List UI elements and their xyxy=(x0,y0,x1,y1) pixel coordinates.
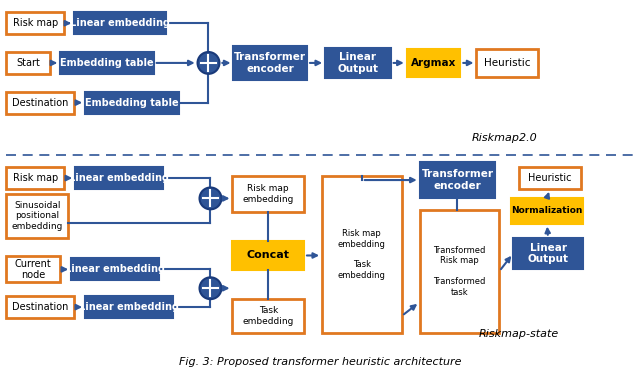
Text: Risk map: Risk map xyxy=(13,18,58,28)
Circle shape xyxy=(200,277,221,299)
Text: Destination: Destination xyxy=(12,98,68,108)
FancyBboxPatch shape xyxy=(234,46,307,80)
Text: Linear
Output: Linear Output xyxy=(337,52,378,74)
FancyBboxPatch shape xyxy=(513,238,583,269)
FancyBboxPatch shape xyxy=(75,167,163,189)
Text: Heuristic: Heuristic xyxy=(528,173,572,183)
Text: Transformer
encoder: Transformer encoder xyxy=(421,169,493,191)
FancyBboxPatch shape xyxy=(71,258,159,280)
Text: Risk map: Risk map xyxy=(13,173,58,183)
Text: Linear embedding: Linear embedding xyxy=(79,302,179,312)
FancyBboxPatch shape xyxy=(6,12,64,34)
Circle shape xyxy=(200,188,221,209)
Text: Linear
Output: Linear Output xyxy=(527,243,568,264)
FancyBboxPatch shape xyxy=(325,48,390,78)
Text: Concat: Concat xyxy=(247,251,290,260)
FancyBboxPatch shape xyxy=(74,12,166,34)
Circle shape xyxy=(198,52,220,74)
Text: Embedding table: Embedding table xyxy=(60,58,154,68)
Text: Heuristic: Heuristic xyxy=(484,58,531,68)
Text: Linear embedding: Linear embedding xyxy=(69,173,169,183)
FancyBboxPatch shape xyxy=(60,52,154,74)
Text: Fig. 3: Proposed transformer heuristic architecture: Fig. 3: Proposed transformer heuristic a… xyxy=(179,357,461,367)
FancyBboxPatch shape xyxy=(511,198,583,224)
Text: Start: Start xyxy=(17,58,40,68)
Text: Riskmap-state: Riskmap-state xyxy=(479,329,559,339)
FancyBboxPatch shape xyxy=(6,167,64,189)
FancyBboxPatch shape xyxy=(6,257,60,282)
Text: Risk map
embedding: Risk map embedding xyxy=(243,184,294,204)
FancyBboxPatch shape xyxy=(232,241,304,270)
Text: Transformer
encoder: Transformer encoder xyxy=(234,52,306,74)
Text: Task
embedding: Task embedding xyxy=(243,306,294,326)
FancyBboxPatch shape xyxy=(6,194,68,238)
Text: Argmax: Argmax xyxy=(411,58,456,68)
Text: Riskmap2.0: Riskmap2.0 xyxy=(471,134,537,143)
FancyBboxPatch shape xyxy=(420,162,495,198)
FancyBboxPatch shape xyxy=(6,92,74,113)
FancyBboxPatch shape xyxy=(420,210,499,333)
Text: Normalization: Normalization xyxy=(511,206,582,215)
FancyBboxPatch shape xyxy=(85,92,179,113)
FancyBboxPatch shape xyxy=(476,49,538,77)
Text: Embedding table: Embedding table xyxy=(85,98,179,108)
FancyBboxPatch shape xyxy=(322,176,402,333)
FancyBboxPatch shape xyxy=(6,296,74,318)
FancyBboxPatch shape xyxy=(406,49,460,77)
FancyBboxPatch shape xyxy=(232,176,304,212)
Text: Sinusoidal
positional
embedding: Sinusoidal positional embedding xyxy=(12,201,63,231)
FancyBboxPatch shape xyxy=(519,167,581,189)
Text: Current
node: Current node xyxy=(15,258,52,280)
Text: Destination: Destination xyxy=(12,302,68,312)
FancyBboxPatch shape xyxy=(232,299,304,333)
Text: Risk map
embedding

Task
embedding: Risk map embedding Task embedding xyxy=(338,229,386,280)
Text: Transformed
Risk map

Transformed
task: Transformed Risk map Transformed task xyxy=(433,246,486,297)
Text: Linear embedding: Linear embedding xyxy=(65,264,165,275)
Text: Linear embedding: Linear embedding xyxy=(70,18,170,28)
FancyBboxPatch shape xyxy=(85,296,173,318)
FancyBboxPatch shape xyxy=(6,52,50,74)
